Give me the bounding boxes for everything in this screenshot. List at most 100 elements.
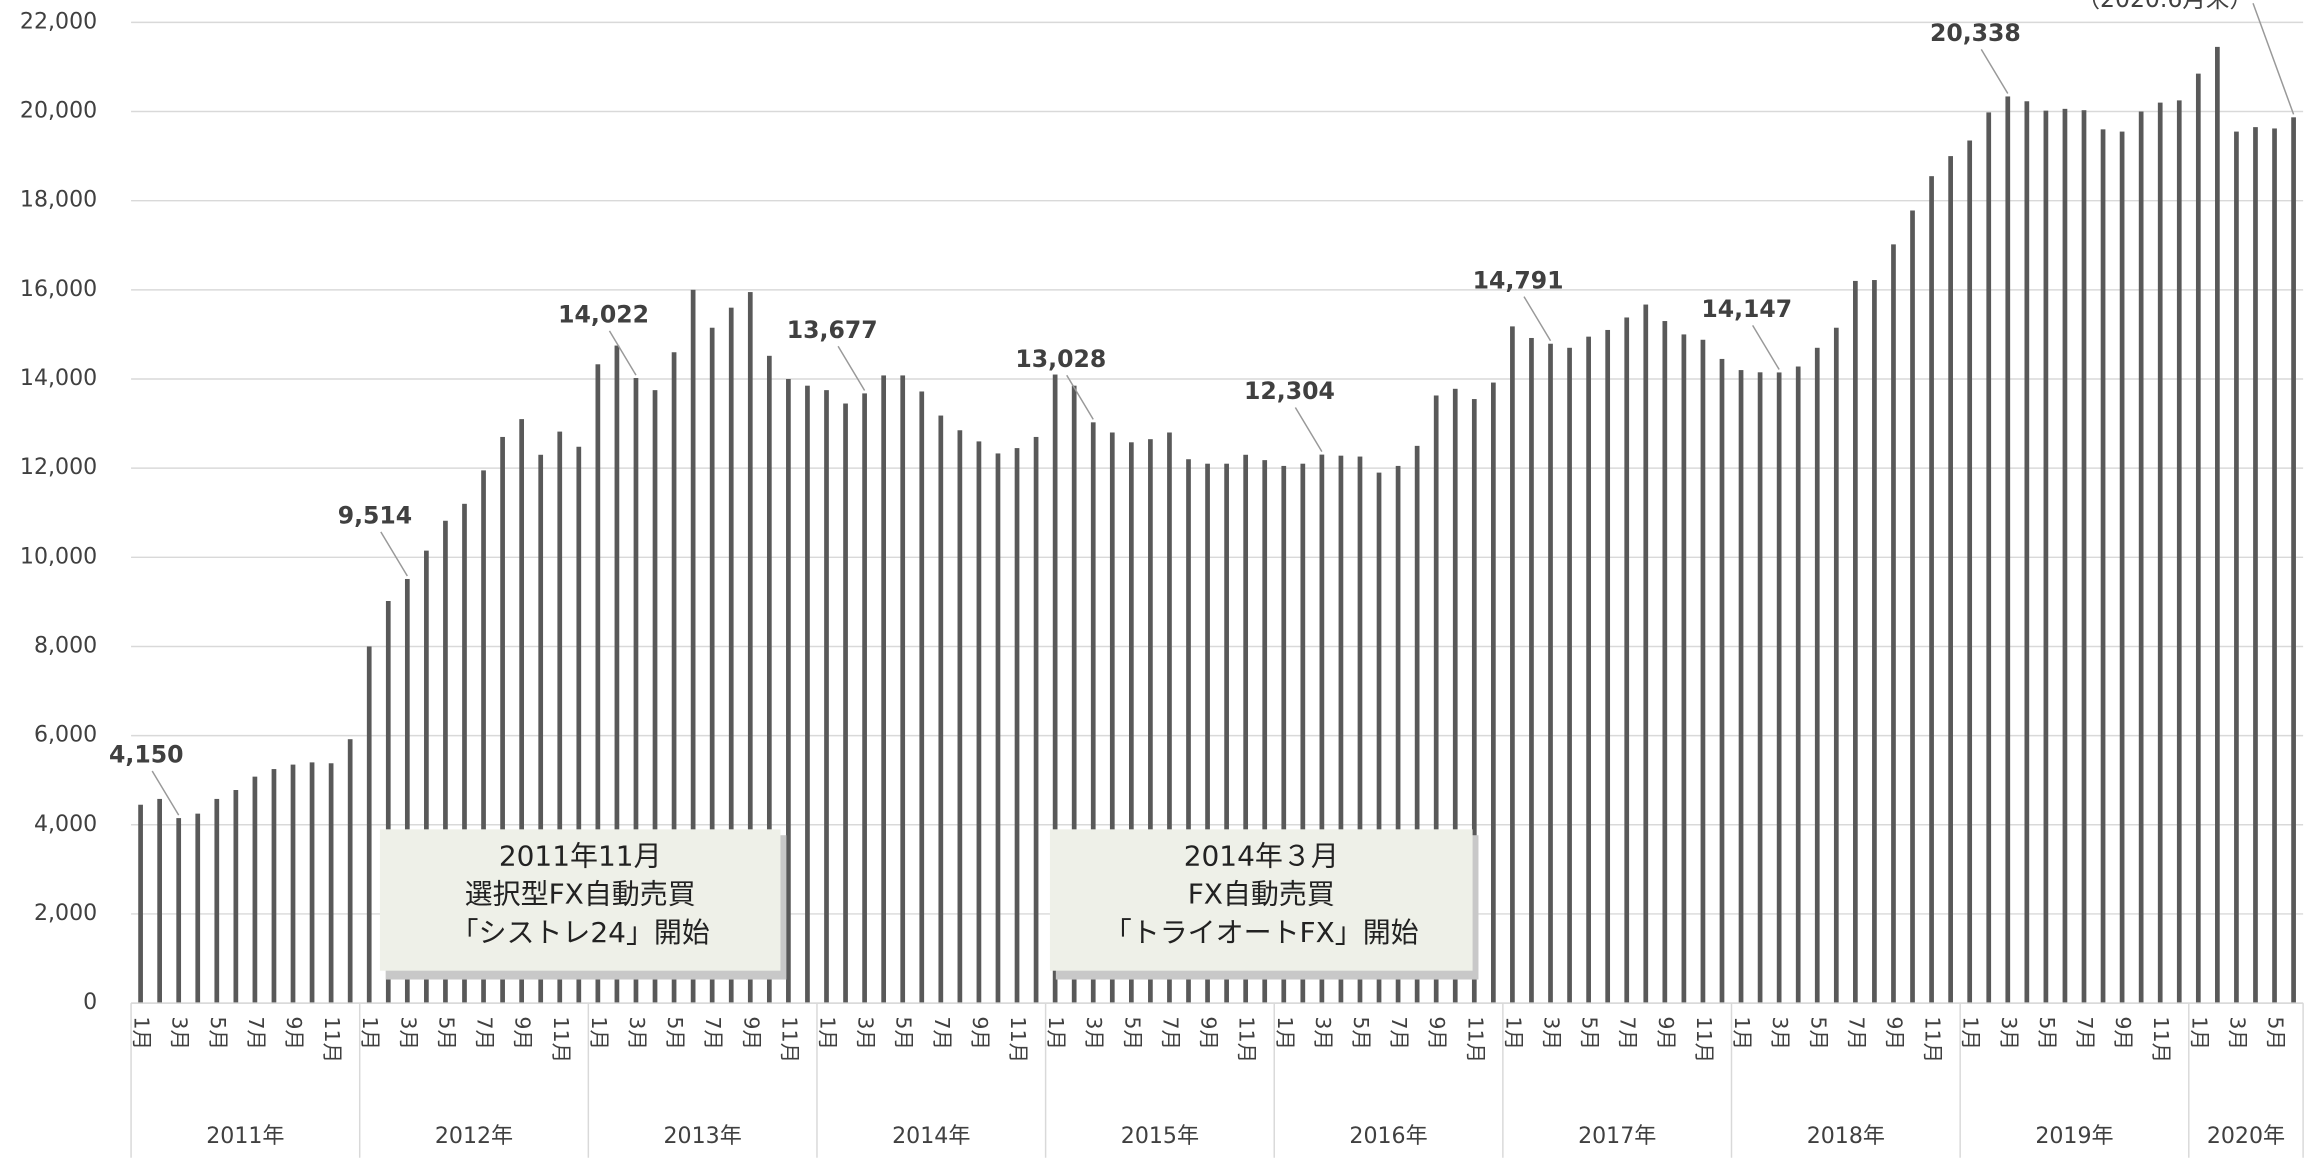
bar [1224, 463, 1229, 1004]
bar [1548, 343, 1553, 1004]
bar [1700, 339, 1706, 1004]
bar [519, 419, 525, 1004]
bar [2119, 131, 2125, 1004]
bar [1109, 432, 1115, 1004]
x-tick-label: 5月 [1120, 1016, 1144, 1050]
value-label: 12,304 [1244, 377, 1335, 405]
bar [2062, 108, 2068, 1004]
bar [633, 378, 639, 1004]
bar [2253, 127, 2258, 1004]
bar [2100, 129, 2106, 1004]
x-tick-label: 3月 [1997, 1016, 2021, 1050]
bar [252, 776, 258, 1004]
year-label: 2012年 [435, 1124, 513, 1149]
bar [1853, 280, 1858, 1004]
annotation-box [1049, 829, 1473, 971]
year-label: 2015年 [1121, 1124, 1199, 1149]
year-label: 2013年 [664, 1124, 742, 1149]
value-label: 14,791 [1473, 266, 1564, 294]
bar [1033, 436, 1039, 1004]
leader-line [151, 770, 180, 816]
bar [1814, 347, 1820, 1004]
bar [1643, 304, 1649, 1004]
bar [1776, 372, 1782, 1004]
bar [1262, 460, 1268, 1004]
bar [2291, 117, 2296, 1004]
x-tick-label: 5月 [434, 1016, 458, 1050]
bar [1300, 463, 1306, 1004]
bar [1452, 388, 1458, 1004]
x-tick-label: 9月 [1654, 1016, 1678, 1050]
bar [805, 385, 810, 1004]
leader-line [380, 531, 408, 577]
x-tick-label: 11月 [320, 1016, 344, 1063]
bar [1662, 321, 1668, 1004]
x-tick-label: 5月 [1349, 1016, 1373, 1050]
x-tick-label: 9月 [1882, 1016, 1906, 1050]
bar [1186, 459, 1191, 1004]
bar [538, 454, 544, 1004]
x-tick-label: 9月 [2111, 1016, 2135, 1050]
bar [1167, 432, 1172, 1004]
leader-line [1980, 48, 2009, 94]
bar [690, 289, 696, 1004]
bar [2024, 101, 2030, 1004]
bar [1833, 327, 1839, 1004]
bar [1891, 244, 1896, 1004]
x-tick-label: 11月 [2149, 1016, 2173, 1063]
annotation-text: 2011年11月 [499, 839, 662, 872]
y-tick-label: 6,000 [34, 723, 97, 748]
y-tick-label: 4,000 [34, 812, 97, 837]
bar [347, 739, 353, 1004]
x-tick-label: 5月 [2035, 1016, 2059, 1050]
x-tick-label: 9月 [739, 1016, 763, 1050]
leader-line [1066, 374, 1094, 420]
x-tick-label: 3月 [1768, 1016, 1792, 1050]
x-tick-label: 3月 [854, 1016, 878, 1050]
bar [1567, 347, 1572, 1004]
x-tick-label: 11月 [1463, 1016, 1487, 1063]
value-label: 4,150 [109, 741, 183, 769]
bar [595, 364, 601, 1004]
bar [1738, 370, 1744, 1004]
x-tick-label: 11月 [1692, 1016, 1716, 1063]
note: （2020.6月末） [2076, 0, 2253, 13]
bar [1719, 358, 1725, 1004]
x-tick-label: 9月 [968, 1016, 992, 1050]
x-tick-label: 1月 [1501, 1016, 1525, 1050]
value-label: 14,147 [1701, 295, 1792, 323]
x-tick-label: 9月 [1197, 1016, 1221, 1050]
x-tick-label: 7月 [1158, 1016, 1182, 1050]
bar [214, 798, 220, 1004]
bar [1681, 334, 1687, 1004]
bar [500, 436, 505, 1004]
bar [1795, 366, 1801, 1004]
bar [1624, 317, 1630, 1004]
x-tick-label: 7月 [244, 1016, 268, 1050]
bar [366, 646, 372, 1004]
y-tick-label: 18,000 [20, 188, 97, 213]
y-tick-label: 2,000 [34, 901, 97, 926]
bar [481, 470, 486, 1004]
leader-line [2252, 2, 2295, 115]
x-tick-label: 5月 [1806, 1016, 1830, 1050]
leader-line [1294, 407, 1323, 453]
bar [1529, 337, 1534, 1004]
annotation-text: 2014年３月 [1184, 839, 1339, 872]
x-tick-label: 1月 [130, 1016, 154, 1050]
bar [747, 292, 753, 1004]
bar [328, 763, 334, 1004]
bar [2138, 111, 2144, 1004]
bar [290, 764, 296, 1004]
leader-line [608, 330, 637, 376]
bar [1357, 456, 1363, 1004]
x-tick-label: 5月 [2264, 1016, 2288, 1050]
value-label: 13,028 [1015, 345, 1106, 373]
x-tick-label: 11月 [549, 1016, 573, 1063]
bar [1757, 372, 1763, 1004]
x-tick-label: 9月 [1425, 1016, 1449, 1050]
x-tick-label: 1月 [587, 1016, 611, 1050]
x-tick-label: 5月 [206, 1016, 230, 1050]
